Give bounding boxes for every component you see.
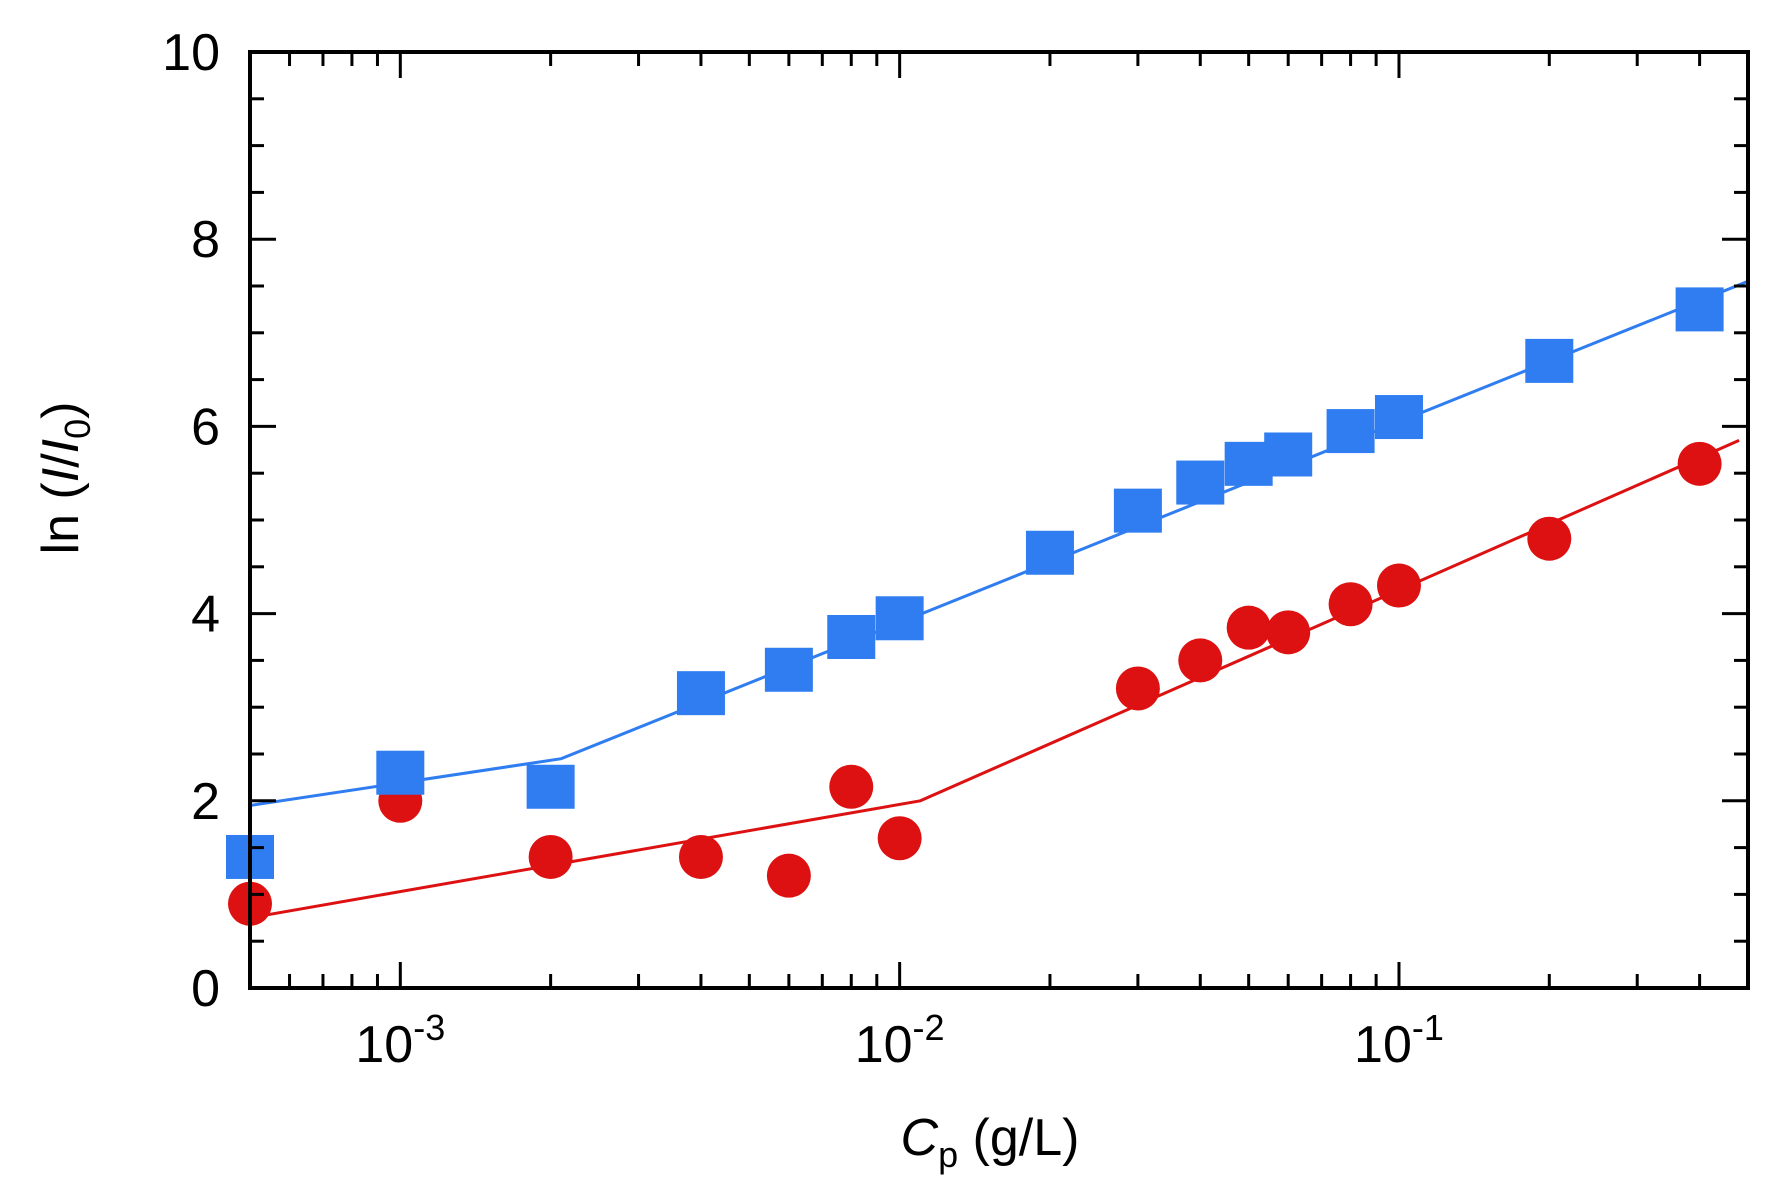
square-data-point [1326,409,1375,454]
circle-data-point [1266,610,1311,655]
y-tick-label: 8 [191,211,220,269]
plot-frame [248,50,1750,990]
square-data-point [1374,395,1423,440]
square-data-point [676,671,725,716]
y-axis-label: ln (I/I0) [32,402,98,555]
x-tick-label: 10-2 [855,1007,945,1074]
circle-data-point [877,816,922,861]
x-tick-label: 10-3 [355,1007,445,1074]
y-tick-label: 6 [191,398,220,456]
square-data-point [827,615,876,659]
square-data-point [1525,338,1574,383]
circle-data-point [1677,441,1722,486]
circle-data-point [1376,563,1421,608]
circle-data-point [1328,582,1373,627]
fit-lines [249,279,1749,920]
tick-labels: 0 2 4 6 8 10 10-3 10-2 10-1 [162,24,1444,1074]
x-axis-label: Cp (g/L) [901,1109,1080,1175]
circle-data-point [528,834,573,879]
square-data-point [764,647,813,692]
square-data-point [1113,488,1162,533]
square-data-point [1176,460,1225,505]
fit-line-blue [249,279,1749,807]
circle-data-point [1226,605,1271,650]
square-data-point [1025,530,1074,575]
square-data-point [376,750,425,795]
data-points [226,287,1724,926]
circle-data-point [1527,516,1572,561]
fit-line-red [249,439,1740,920]
axes [248,50,1750,990]
square-data-point [875,596,924,641]
circle-data-point [678,834,723,879]
x-tick-label: 10-1 [1354,1007,1444,1074]
square-data-point [526,764,575,809]
square-data-point [1264,432,1313,477]
y-tick-label: 0 [191,960,220,1018]
circle-data-point [829,764,874,809]
circle-data-point [766,853,811,898]
circle-data-point [1115,666,1160,711]
square-data-point [1675,287,1724,332]
y-tick-label: 10 [162,24,220,82]
y-tick-label: 2 [191,773,220,831]
y-tick-label: 4 [191,586,220,644]
circle-data-point [1178,638,1223,683]
